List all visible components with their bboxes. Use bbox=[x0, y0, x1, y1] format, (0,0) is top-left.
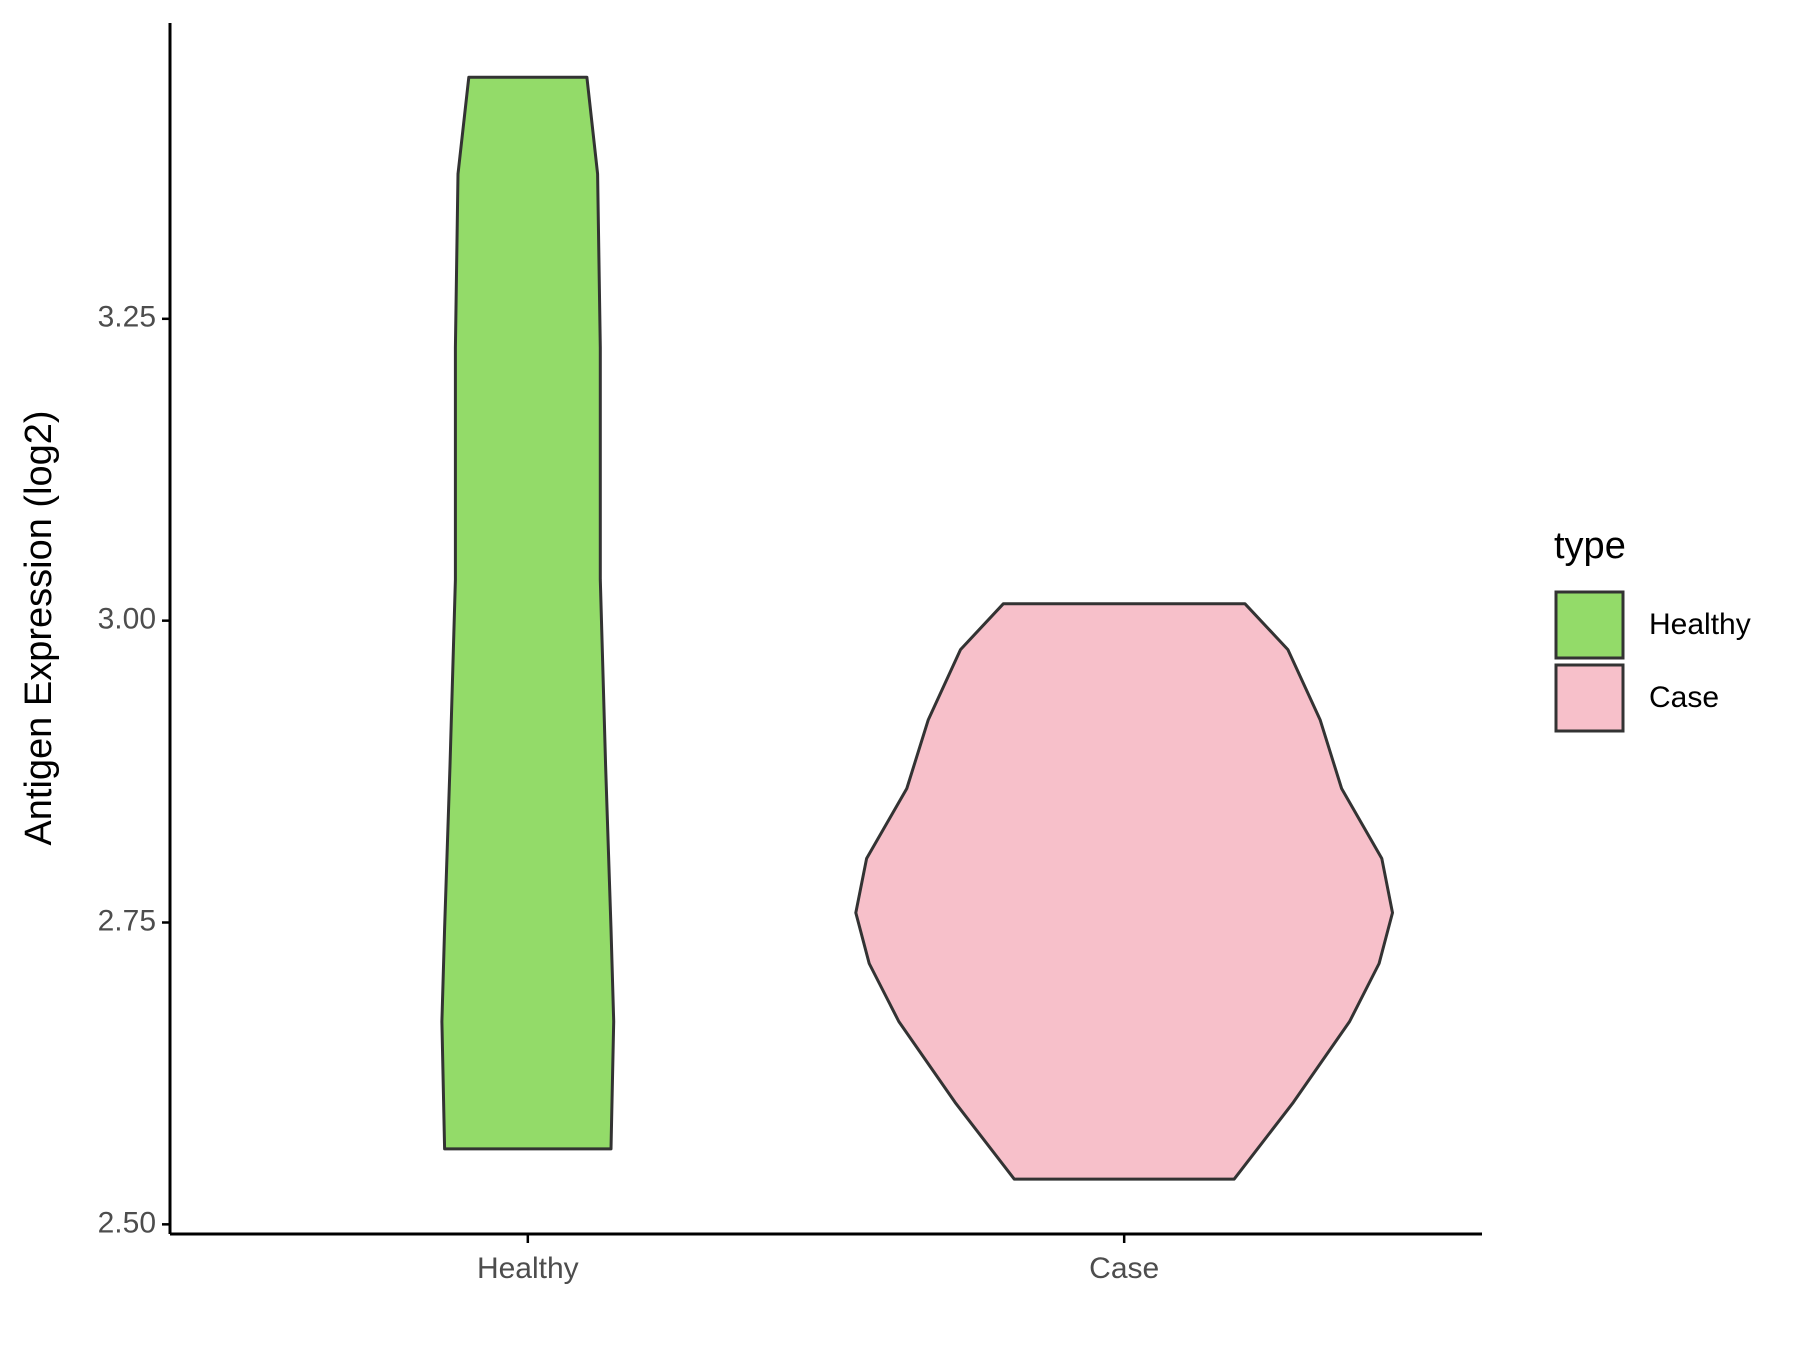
legend-label: Healthy bbox=[1649, 608, 1751, 641]
y-tick-label: 3.25 bbox=[98, 301, 156, 334]
legend-title: type bbox=[1554, 525, 1626, 567]
x-tick-label: Case bbox=[1089, 1252, 1159, 1285]
x-tick-label: Healthy bbox=[477, 1252, 579, 1285]
legend-key bbox=[1554, 590, 1625, 660]
y-tick-label: 3.00 bbox=[98, 603, 156, 636]
legend-key bbox=[1554, 663, 1625, 733]
y-tick-label: 2.50 bbox=[98, 1206, 156, 1239]
violin bbox=[440, 75, 616, 1151]
y-tick-label: 2.75 bbox=[98, 904, 156, 937]
legend-label: Case bbox=[1649, 681, 1719, 714]
violin bbox=[854, 602, 1394, 1181]
y-axis-title: Antigen Expression (log2) bbox=[18, 410, 60, 845]
